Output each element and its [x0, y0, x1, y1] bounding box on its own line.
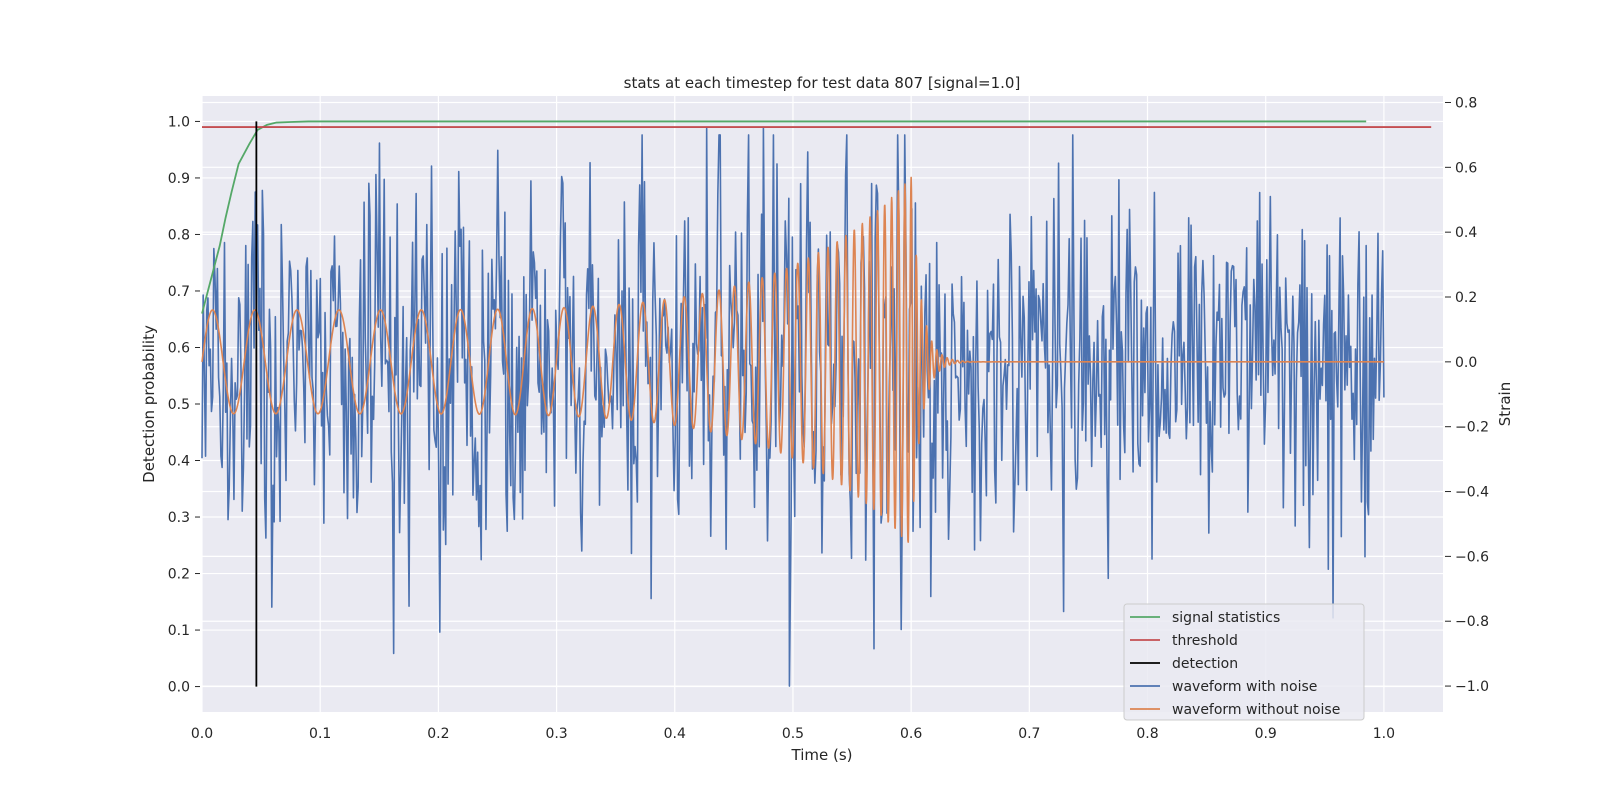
- series-layer: [201, 120, 1432, 687]
- x-axis-label: Time (s): [791, 746, 853, 764]
- series-waveform-with-noise: [201, 127, 1385, 687]
- x-tick-label: 0.3: [545, 726, 567, 742]
- chart-title: stats at each timestep for test data 807…: [624, 74, 1021, 92]
- x-tick-label: 0.8: [1136, 726, 1158, 742]
- legend-label-waveform-without-noise: waveform without noise: [1172, 702, 1340, 718]
- y-left-tick-label: 0.4: [168, 454, 190, 470]
- y-left-tick-label: 1.0: [168, 114, 190, 130]
- y-left-tick-label: 0.5: [168, 397, 190, 413]
- tick-labels: 0.0 0.1 0.2 0.3 0.4 0.5 0.6 0.7 0.8 0.9 1.0 0.0 0.1 0…: [168, 95, 1489, 742]
- y-right-tick-label: −0.8: [1455, 614, 1489, 630]
- y-right-tick-label: −0.6: [1455, 549, 1489, 565]
- y-left-tick-label: 0.9: [168, 171, 190, 187]
- y-right-tick-label: −0.4: [1455, 485, 1489, 501]
- legend: signal statistics threshold detection wa…: [1123, 603, 1365, 721]
- y-axis-label-left: Detection probability: [140, 325, 158, 483]
- series-signal-statistics: [201, 120, 1367, 314]
- x-tick-label: 0.2: [427, 726, 449, 742]
- x-tick-label: 0.6: [900, 726, 922, 742]
- y-right-tick-label: 0.6: [1455, 160, 1477, 176]
- y-left-tick-label: 0.0: [168, 680, 190, 696]
- y-left-tick-label: 0.8: [168, 227, 190, 243]
- x-tick-label: 0.7: [1018, 726, 1040, 742]
- legend-label-signal-statistics: signal statistics: [1172, 610, 1280, 626]
- x-tick-label: 0.4: [664, 726, 686, 742]
- y-right-tick-label: 0.4: [1455, 225, 1477, 241]
- x-tick-label: 0.5: [782, 726, 804, 742]
- y-right-tick-label: −0.2: [1455, 420, 1489, 436]
- y-right-tick-label: 0.0: [1455, 355, 1477, 371]
- x-tick-label: 1.0: [1373, 726, 1395, 742]
- y-right-tick-label: 0.2: [1455, 290, 1477, 306]
- y-left-tick-label: 0.2: [168, 567, 190, 583]
- y-left-tick-label: 0.1: [168, 623, 190, 639]
- x-tick-label: 0.1: [309, 726, 331, 742]
- y-left-tick-label: 0.3: [168, 510, 190, 526]
- x-tick-label: 0.0: [191, 726, 213, 742]
- y-right-tick-label: −1.0: [1455, 679, 1489, 695]
- x-tick-label: 0.9: [1255, 726, 1277, 742]
- y-axis-label-right: Strain: [1496, 382, 1514, 426]
- y-left-tick-label: 0.6: [168, 340, 190, 356]
- legend-label-threshold: threshold: [1172, 633, 1238, 649]
- y-left-tick-label: 0.7: [168, 284, 190, 300]
- legend-label-detection: detection: [1172, 656, 1238, 672]
- y-right-tick-label: 0.8: [1455, 95, 1477, 111]
- legend-label-waveform-with-noise: waveform with noise: [1172, 679, 1317, 695]
- legend-box: [1123, 603, 1365, 721]
- series-waveform-without-noise: [201, 176, 1385, 543]
